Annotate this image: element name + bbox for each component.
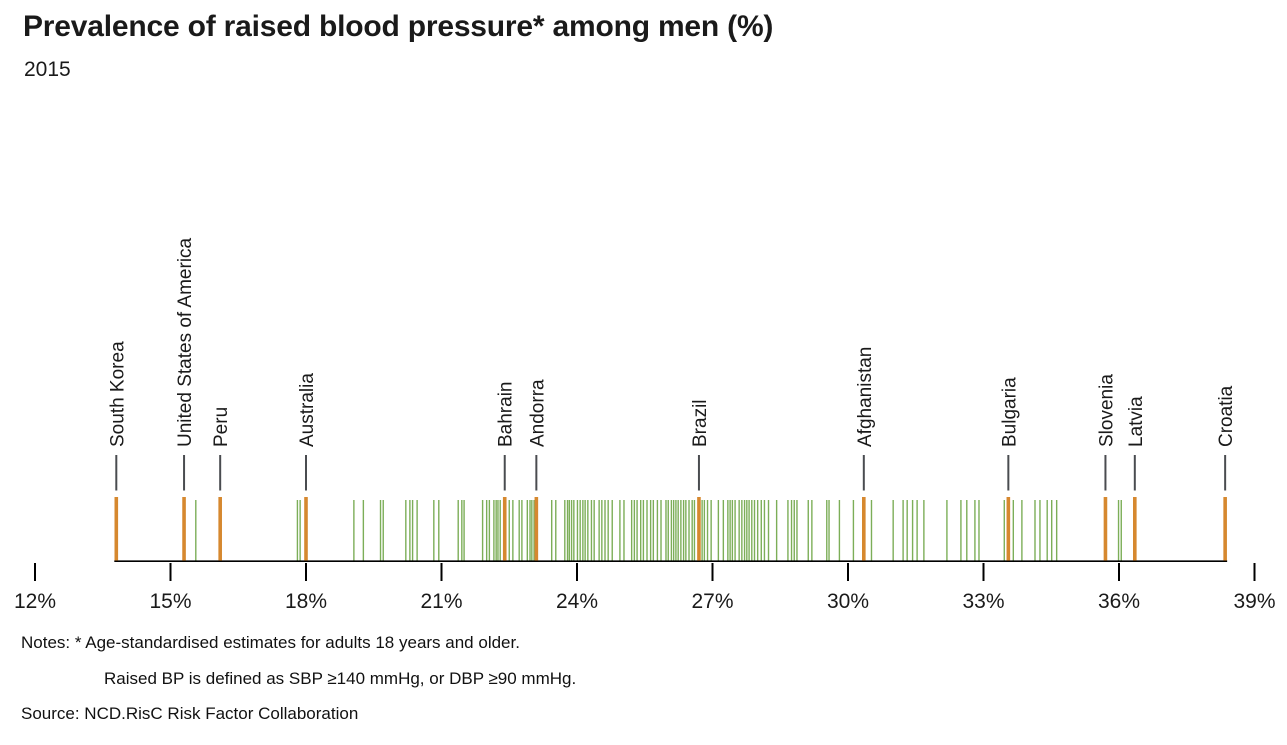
country-label: Australia xyxy=(297,373,318,447)
country-label: Andorra xyxy=(527,379,548,447)
axis-tick-label: 15% xyxy=(149,590,191,613)
chart-subtitle: 2015 xyxy=(24,58,71,81)
axis-tick-label: 33% xyxy=(962,590,1004,613)
rug-ticks xyxy=(195,500,1122,561)
highlighted-country-ticks xyxy=(114,497,1227,561)
axis-tick-label: 12% xyxy=(14,590,56,613)
axis-tick-label: 27% xyxy=(691,590,733,613)
country-label: Bahrain xyxy=(496,382,517,448)
axis-tick-label: 39% xyxy=(1233,590,1275,613)
country-label: United States of America xyxy=(175,237,196,447)
country-label: Slovenia xyxy=(1096,374,1117,447)
country-label: Bulgaria xyxy=(999,377,1020,447)
country-label: Croatia xyxy=(1216,385,1237,447)
country-label: Peru xyxy=(211,407,232,447)
axis-tick-label: 30% xyxy=(827,590,869,613)
axis-tick-label: 36% xyxy=(1098,590,1140,613)
note-line-2: Raised BP is defined as SBP ≥140 mmHg, o… xyxy=(104,669,577,688)
country-label: Afghanistan xyxy=(855,347,876,447)
strip-plot: 12% 15% 18% 21% 24% 27% 30% 33% 36% 39% South Kor… xyxy=(14,237,1276,613)
axis-tick-label: 18% xyxy=(285,590,327,613)
country-label: Latvia xyxy=(1126,396,1147,447)
label-connectors xyxy=(115,455,1227,491)
axis-tick-label: 24% xyxy=(556,590,598,613)
axis-tick-label: 21% xyxy=(420,590,462,613)
country-labels: South Korea United States of America Peru A… xyxy=(107,237,1237,447)
country-label: South Korea xyxy=(107,341,128,447)
chart-title: Prevalence of raised blood pressure* amo… xyxy=(23,10,774,43)
source-line: Source: NCD.RisC Risk Factor Collaborati… xyxy=(21,704,359,723)
note-line-1: Notes: * Age-standardised estimates for … xyxy=(21,633,520,652)
axis-tick-labels: 12% 15% 18% 21% 24% 27% 30% 33% 36% 39% xyxy=(14,590,1276,613)
country-label: Brazil xyxy=(690,399,711,447)
axis-ticks xyxy=(34,563,1256,581)
